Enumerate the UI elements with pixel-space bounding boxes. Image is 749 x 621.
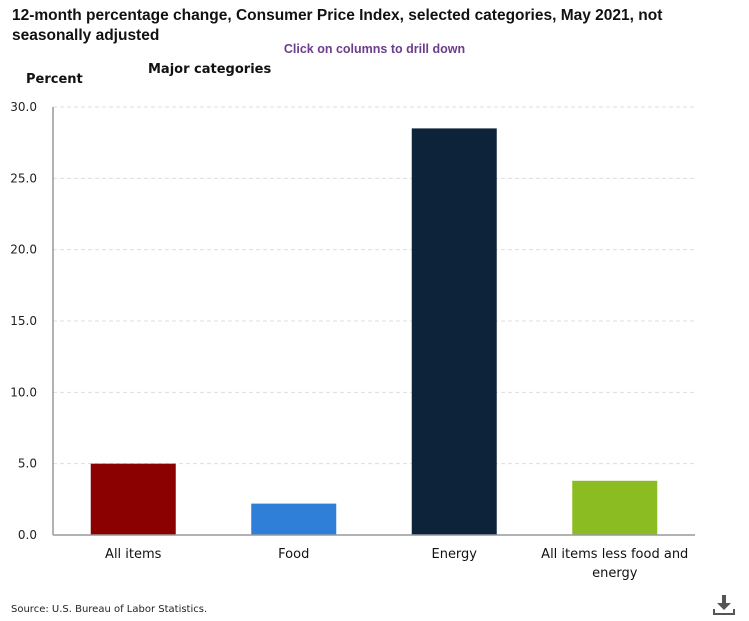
y-axis-label: Percent [26,72,83,87]
y-tick-label: 15.0 [10,314,37,328]
x-tick-label: energy [592,566,638,581]
chart-subtitle: Major categories [148,62,272,77]
x-tick-label: Food [278,547,309,562]
y-tick-label: 25.0 [10,171,37,185]
download-button[interactable] [712,593,736,617]
y-axis-ticks: 0.0 5.0 10.0 15.0 20.0 25.0 30.0 [10,100,37,542]
y-tick-label: 0.0 [18,528,37,542]
bars [90,128,658,535]
y-tick-label: 20.0 [10,243,37,257]
bar[interactable] [572,480,658,535]
y-tick-label: 30.0 [10,100,37,114]
y-tick-label: 5.0 [18,457,37,471]
x-tick-label: Energy [431,547,477,562]
bar[interactable] [251,503,337,535]
drill-down-hint-text: Click on columns to drill down [283,42,466,56]
bar[interactable] [90,463,176,535]
chart-title: 12-month percentage change, Consumer Pri… [12,7,663,44]
source-note: Source: U.S. Bureau of Labor Statistics. [11,604,208,615]
x-tick-label: All items [105,547,162,562]
drill-down-hint: Click on columns to drill down [0,42,749,56]
y-tick-label: 10.0 [10,385,37,399]
x-tick-label: All items less food and [541,547,688,562]
x-axis-labels: All items Food Energy All items less food a… [105,547,688,581]
gridlines [53,106,695,465]
bar[interactable] [411,128,497,535]
download-icon [713,595,735,615]
bar-chart: 0.0 5.0 10.0 15.0 20.0 25.0 30.0 All items Food… [10,100,695,581]
